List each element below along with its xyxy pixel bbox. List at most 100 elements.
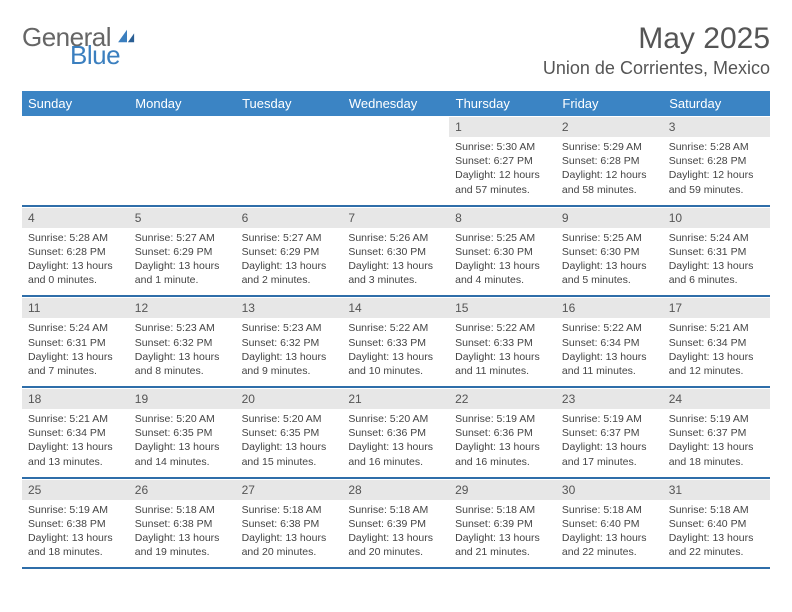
day-cell: 5Sunrise: 5:27 AMSunset: 6:29 PMDaylight…: [129, 206, 236, 297]
day-details: Sunrise: 5:27 AMSunset: 6:29 PMDaylight:…: [236, 228, 343, 296]
daylight-line: Daylight: 13 hours and 20 minutes.: [348, 531, 443, 559]
sunrise-line: Sunrise: 5:20 AM: [348, 412, 443, 426]
sunrise-line: Sunrise: 5:18 AM: [242, 503, 337, 517]
day-cell: 7Sunrise: 5:26 AMSunset: 6:30 PMDaylight…: [342, 206, 449, 297]
sunrise-line: Sunrise: 5:18 AM: [135, 503, 230, 517]
sunset-line: Sunset: 6:37 PM: [669, 426, 764, 440]
sunrise-line: Sunrise: 5:19 AM: [562, 412, 657, 426]
day-number: 10: [663, 207, 770, 228]
day-cell: 27Sunrise: 5:18 AMSunset: 6:38 PMDayligh…: [236, 478, 343, 569]
day-cell: 9Sunrise: 5:25 AMSunset: 6:30 PMDaylight…: [556, 206, 663, 297]
day-number: 17: [663, 297, 770, 318]
sunset-line: Sunset: 6:31 PM: [28, 336, 123, 350]
day-cell: 31Sunrise: 5:18 AMSunset: 6:40 PMDayligh…: [663, 478, 770, 569]
day-details: Sunrise: 5:19 AMSunset: 6:37 PMDaylight:…: [556, 409, 663, 477]
day-details: Sunrise: 5:30 AMSunset: 6:27 PMDaylight:…: [449, 137, 556, 205]
sunset-line: Sunset: 6:39 PM: [455, 517, 550, 531]
daylight-line: Daylight: 13 hours and 17 minutes.: [562, 440, 657, 468]
day-number: 2: [556, 116, 663, 137]
daylight-line: Daylight: 13 hours and 18 minutes.: [669, 440, 764, 468]
day-cell: 8Sunrise: 5:25 AMSunset: 6:30 PMDaylight…: [449, 206, 556, 297]
sunrise-line: Sunrise: 5:28 AM: [28, 231, 123, 245]
daylight-line: Daylight: 13 hours and 8 minutes.: [135, 350, 230, 378]
sunset-line: Sunset: 6:36 PM: [348, 426, 443, 440]
sunset-line: Sunset: 6:27 PM: [455, 154, 550, 168]
day-cell: 19Sunrise: 5:20 AMSunset: 6:35 PMDayligh…: [129, 387, 236, 478]
title-block: May 2025 Union de Corrientes, Mexico: [543, 22, 770, 79]
sunset-line: Sunset: 6:35 PM: [242, 426, 337, 440]
daylight-line: Daylight: 13 hours and 18 minutes.: [28, 531, 123, 559]
sunrise-line: Sunrise: 5:20 AM: [242, 412, 337, 426]
day-cell: [129, 116, 236, 206]
day-number: 22: [449, 388, 556, 409]
daylight-line: Daylight: 13 hours and 21 minutes.: [455, 531, 550, 559]
day-details: Sunrise: 5:18 AMSunset: 6:40 PMDaylight:…: [556, 500, 663, 568]
day-header: Thursday: [449, 91, 556, 116]
daylight-line: Daylight: 13 hours and 14 minutes.: [135, 440, 230, 468]
day-number: 6: [236, 207, 343, 228]
day-details: Sunrise: 5:18 AMSunset: 6:38 PMDaylight:…: [129, 500, 236, 568]
sunset-line: Sunset: 6:40 PM: [562, 517, 657, 531]
day-number: 29: [449, 479, 556, 500]
sunset-line: Sunset: 6:30 PM: [455, 245, 550, 259]
sunrise-line: Sunrise: 5:28 AM: [669, 140, 764, 154]
day-number: 27: [236, 479, 343, 500]
sunrise-line: Sunrise: 5:23 AM: [242, 321, 337, 335]
sunrise-line: Sunrise: 5:25 AM: [562, 231, 657, 245]
sunset-line: Sunset: 6:38 PM: [135, 517, 230, 531]
day-details: Sunrise: 5:23 AMSunset: 6:32 PMDaylight:…: [236, 318, 343, 386]
sunrise-line: Sunrise: 5:25 AM: [455, 231, 550, 245]
week-row: 25Sunrise: 5:19 AMSunset: 6:38 PMDayligh…: [22, 478, 770, 569]
daylight-line: Daylight: 13 hours and 16 minutes.: [455, 440, 550, 468]
day-details: Sunrise: 5:22 AMSunset: 6:33 PMDaylight:…: [342, 318, 449, 386]
sunrise-line: Sunrise: 5:29 AM: [562, 140, 657, 154]
day-cell: 12Sunrise: 5:23 AMSunset: 6:32 PMDayligh…: [129, 296, 236, 387]
sunrise-line: Sunrise: 5:19 AM: [669, 412, 764, 426]
daylight-line: Daylight: 13 hours and 22 minutes.: [562, 531, 657, 559]
daylight-line: Daylight: 13 hours and 22 minutes.: [669, 531, 764, 559]
sunset-line: Sunset: 6:32 PM: [135, 336, 230, 350]
day-details: Sunrise: 5:18 AMSunset: 6:39 PMDaylight:…: [342, 500, 449, 568]
day-details: Sunrise: 5:27 AMSunset: 6:29 PMDaylight:…: [129, 228, 236, 296]
daylight-line: Daylight: 13 hours and 7 minutes.: [28, 350, 123, 378]
day-cell: [342, 116, 449, 206]
daylight-line: Daylight: 12 hours and 59 minutes.: [669, 168, 764, 196]
daylight-line: Daylight: 13 hours and 6 minutes.: [669, 259, 764, 287]
sunrise-line: Sunrise: 5:24 AM: [669, 231, 764, 245]
week-row: 18Sunrise: 5:21 AMSunset: 6:34 PMDayligh…: [22, 387, 770, 478]
day-cell: 25Sunrise: 5:19 AMSunset: 6:38 PMDayligh…: [22, 478, 129, 569]
sunrise-line: Sunrise: 5:24 AM: [28, 321, 123, 335]
week-row: 11Sunrise: 5:24 AMSunset: 6:31 PMDayligh…: [22, 296, 770, 387]
day-details: Sunrise: 5:19 AMSunset: 6:38 PMDaylight:…: [22, 500, 129, 568]
day-cell: [236, 116, 343, 206]
brand-blue-line: Blue: [22, 40, 120, 71]
day-details: Sunrise: 5:28 AMSunset: 6:28 PMDaylight:…: [22, 228, 129, 296]
day-cell: 14Sunrise: 5:22 AMSunset: 6:33 PMDayligh…: [342, 296, 449, 387]
sunset-line: Sunset: 6:32 PM: [242, 336, 337, 350]
sunrise-line: Sunrise: 5:22 AM: [562, 321, 657, 335]
day-header: Tuesday: [236, 91, 343, 116]
sunrise-line: Sunrise: 5:27 AM: [135, 231, 230, 245]
sunset-line: Sunset: 6:38 PM: [28, 517, 123, 531]
day-cell: 20Sunrise: 5:20 AMSunset: 6:35 PMDayligh…: [236, 387, 343, 478]
sunset-line: Sunset: 6:31 PM: [669, 245, 764, 259]
sunset-line: Sunset: 6:34 PM: [562, 336, 657, 350]
sunrise-line: Sunrise: 5:22 AM: [455, 321, 550, 335]
day-cell: 22Sunrise: 5:19 AMSunset: 6:36 PMDayligh…: [449, 387, 556, 478]
sunrise-line: Sunrise: 5:21 AM: [669, 321, 764, 335]
daylight-line: Daylight: 13 hours and 11 minutes.: [455, 350, 550, 378]
sunset-line: Sunset: 6:34 PM: [669, 336, 764, 350]
day-header: Wednesday: [342, 91, 449, 116]
day-number: 21: [342, 388, 449, 409]
day-cell: 17Sunrise: 5:21 AMSunset: 6:34 PMDayligh…: [663, 296, 770, 387]
day-details: Sunrise: 5:24 AMSunset: 6:31 PMDaylight:…: [663, 228, 770, 296]
sunset-line: Sunset: 6:36 PM: [455, 426, 550, 440]
day-number: 11: [22, 297, 129, 318]
day-number: 3: [663, 116, 770, 137]
day-number: 12: [129, 297, 236, 318]
day-cell: 23Sunrise: 5:19 AMSunset: 6:37 PMDayligh…: [556, 387, 663, 478]
sunset-line: Sunset: 6:39 PM: [348, 517, 443, 531]
day-details: Sunrise: 5:20 AMSunset: 6:36 PMDaylight:…: [342, 409, 449, 477]
sunset-line: Sunset: 6:34 PM: [28, 426, 123, 440]
day-of-week-row: SundayMondayTuesdayWednesdayThursdayFrid…: [22, 91, 770, 116]
